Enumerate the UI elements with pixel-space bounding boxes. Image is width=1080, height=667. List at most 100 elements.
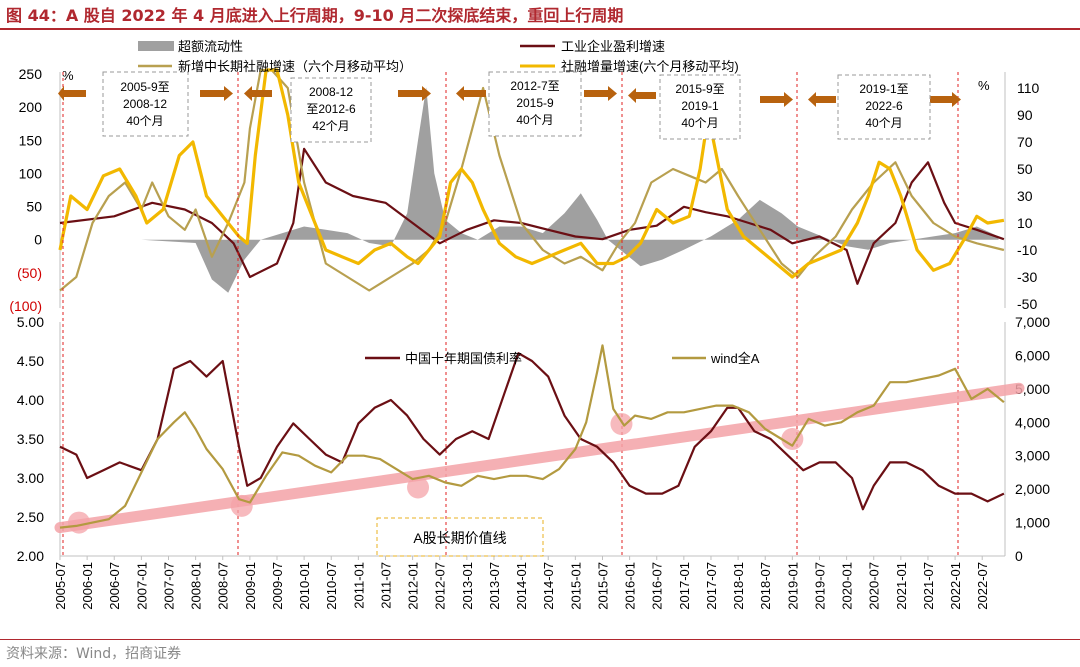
x-tick-label: 2018-07: [758, 562, 773, 610]
arrow-7: [628, 88, 656, 103]
bottom-left-tick-label: 5.00: [17, 314, 44, 330]
top-right-tick-label: 90: [1017, 107, 1033, 123]
cycle-4-line2: 2019-1: [681, 99, 719, 113]
x-tick-label: 2005-07: [53, 562, 68, 610]
x-tick-label: 2008-07: [216, 562, 231, 610]
legend-label-bond-yield: 中国十年期国债利率: [405, 351, 522, 366]
x-tick-label: 2010-01: [297, 562, 312, 610]
value-point: [230, 494, 253, 517]
x-tick-label: 2012-07: [433, 562, 448, 610]
x-tick-label: 2008-01: [189, 562, 204, 610]
x-tick-label: 2011-07: [379, 562, 394, 609]
arrow-10: [930, 92, 961, 107]
top-left-tick-label: 200: [19, 99, 43, 115]
top-right-tick-label: 10: [1017, 215, 1033, 231]
bottom-series-group: [59, 344, 1005, 529]
cycle-3-line3: 40个月: [516, 113, 553, 127]
cycle-5-line1: 2019-1至: [859, 82, 908, 96]
bottom-right-axis: 7,000 6,000 5,000 4,000 3,000 2,000 1,000 0: [1015, 314, 1050, 564]
bottom-panel: 5.00 4.50 4.00 3.50 3.00 2.50 2.00 7,000 6,000 5…: [17, 314, 1050, 610]
x-tick-label: 2010-07: [324, 562, 339, 610]
cycle-5-line3: 40个月: [865, 116, 902, 130]
figure-title: 图 44：A 股自 2022 年 4 月底进入上行周期，9-10 月二次探底结束…: [6, 6, 624, 25]
x-tick-label: 2007-07: [162, 562, 177, 610]
x-tick-label: 2017-01: [677, 562, 692, 610]
x-tick-label: 2014-01: [514, 562, 529, 610]
x-tick-label: 2021-01: [894, 562, 909, 610]
x-tick-label: 2015-07: [596, 562, 611, 610]
bottom-left-tick-label: 4.00: [17, 392, 44, 408]
arrow-2: [200, 86, 233, 101]
x-tick-label: 2021-07: [921, 562, 936, 610]
series-line-bond-yield: [59, 352, 1005, 511]
x-tick-label: 2019-07: [813, 562, 828, 610]
series-line-mlt-financing: [59, 68, 1005, 292]
legend-label-financing-increment: 社融增量增速(六个月移动平均): [561, 59, 739, 74]
top-right-tick-label: 30: [1017, 188, 1033, 204]
x-tick-label: 2011-01: [351, 562, 366, 609]
cycle-3-line2: 2015-9: [516, 96, 554, 110]
value-point: [407, 476, 430, 499]
arrow-1: [58, 86, 86, 101]
series-line-wind-a: [59, 344, 1005, 529]
arrow-3: [244, 86, 272, 101]
bottom-right-tick-label: 2,000: [1015, 481, 1050, 497]
top-right-tick-label: -10: [1017, 242, 1037, 258]
cycle-1-line2: 2008-12: [123, 97, 167, 111]
top-right-tick-label: -30: [1017, 269, 1037, 285]
series-line-industrial-profit: [59, 147, 1005, 285]
cycle-arrows: [58, 86, 961, 107]
x-tick-label: 2016-01: [623, 562, 638, 610]
top-right-unit: %: [978, 78, 990, 93]
bottom-left-axis: 5.00 4.50 4.00 3.50 3.00 2.50 2.00: [17, 314, 44, 564]
arrow-8: [760, 92, 793, 107]
value-line: [54, 382, 1025, 534]
value-line-label: A股长期价值线: [413, 530, 506, 546]
cycle-box-5: 2019-1至 2022-6 40个月: [837, 74, 931, 140]
bottom-right-tick-label: 3,000: [1015, 448, 1050, 464]
x-tick-label: 2015-01: [568, 562, 583, 610]
x-tick-label: 2007-01: [134, 562, 149, 610]
bottom-rule: [0, 639, 1080, 640]
top-left-tick-label: 150: [19, 132, 43, 148]
x-tick-label: 2012-01: [406, 562, 421, 610]
bottom-left-tick-label: 4.50: [17, 353, 44, 369]
cycle-box-4: 2015-9至 2019-1 40个月: [659, 74, 741, 140]
top-left-unit: %: [62, 68, 74, 83]
x-tick-label: 2016-07: [650, 562, 665, 610]
cycle-2-line1: 2008-12: [309, 85, 353, 99]
cycle-4-line1: 2015-9至: [675, 82, 724, 96]
cycle-box-2: 2008-12 至2012-6 42个月: [290, 77, 372, 143]
top-right-tick-label: -50: [1017, 296, 1037, 312]
x-axis: 2005-07 2006-01 2006-07 2007-01 2007-07 2008-…: [53, 556, 990, 610]
top-right-tick-label: 70: [1017, 134, 1033, 150]
legend-label-mlt-financing: 新增中长期社融增速（六个月移动平均）: [178, 59, 412, 74]
legend-swatch-excess-liquidity: [138, 41, 174, 51]
top-panel: 250 200 150 100 50 0 (50) (100) 110 90 70 50 30 10 -1…: [9, 39, 1039, 314]
legend-label-excess-liquidity: 超额流动性: [178, 39, 243, 54]
x-tick-label: 2019-01: [785, 562, 800, 610]
top-left-tick-label: 100: [19, 165, 43, 181]
x-tick-label: 2022-01: [948, 562, 963, 610]
cycle-2-line2: 至2012-6: [306, 102, 356, 116]
top-right-axis: 110 90 70 50 30 10 -10 -30 -50: [1017, 80, 1040, 312]
title-rule: [0, 28, 1080, 30]
bottom-right-tick-label: 5,000: [1015, 381, 1050, 397]
series-line-financing-increment: [58, 68, 1005, 279]
value-point: [610, 412, 633, 435]
bottom-left-tick-label: 3.00: [17, 470, 44, 486]
cycle-dividers: [62, 72, 959, 556]
bottom-right-tick-label: 1,000: [1015, 515, 1050, 531]
top-left-tick-label: (100): [9, 298, 42, 314]
x-tick-label: 2014-07: [541, 562, 556, 610]
bottom-right-tick-label: 6,000: [1015, 347, 1050, 363]
cycle-4-line3: 40个月: [681, 116, 718, 130]
value-point: [67, 511, 90, 534]
bottom-right-tick-label: 7,000: [1015, 314, 1050, 330]
bottom-left-tick-label: 2.00: [17, 548, 44, 564]
value-line-label-box: [376, 517, 544, 557]
arrow-4: [398, 86, 431, 101]
x-tick-label: 2017-07: [704, 562, 719, 610]
x-tick-label: 2020-01: [840, 562, 855, 610]
cycle-1-line3: 40个月: [126, 114, 163, 128]
